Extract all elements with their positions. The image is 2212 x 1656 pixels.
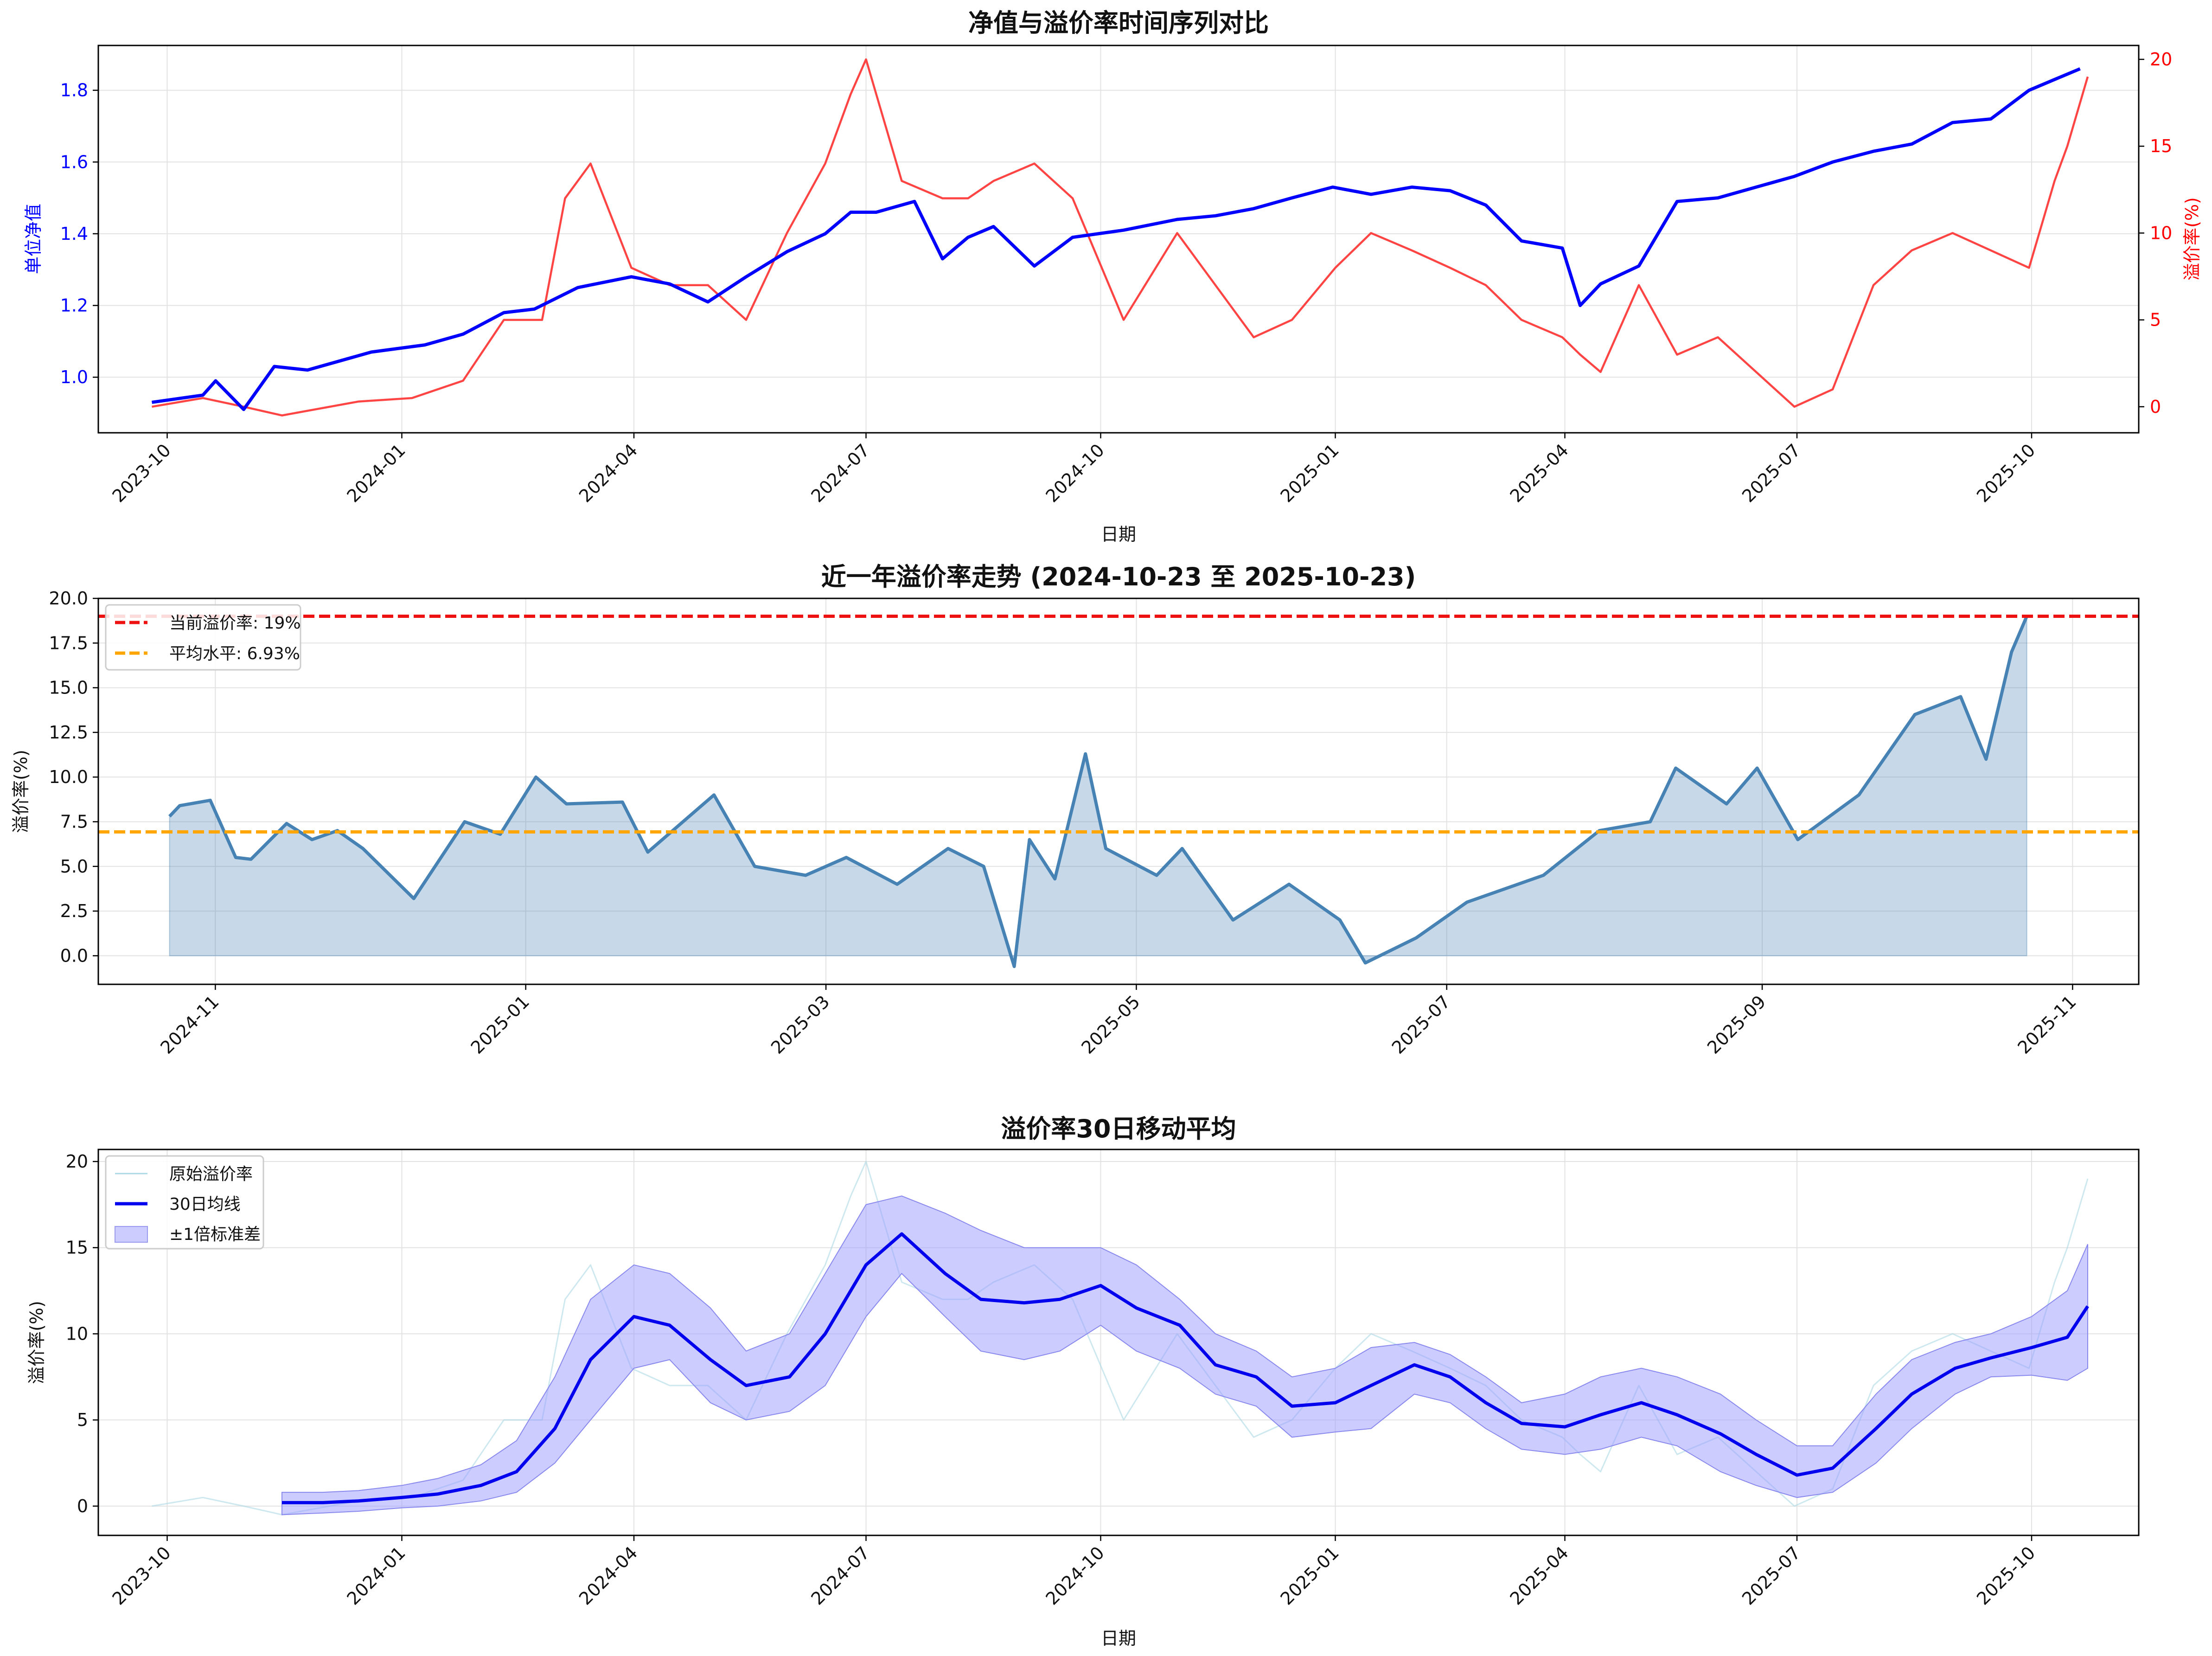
legend: 原始溢价率 30日均线 ±1倍标准差 <box>105 1155 264 1250</box>
y-axis-label: 溢价率(%) <box>11 750 31 833</box>
y-tick-label: 0.0 <box>60 945 88 966</box>
y-axis-right: 0 5 10 15 20 <box>2139 49 2172 417</box>
x-tick-label: 2025-01 <box>467 991 533 1058</box>
x-tick-label: 2024-04 <box>575 440 641 506</box>
y-axis-label-left: 单位净值 <box>23 204 44 274</box>
y-axis-label: 溢价率(%) <box>26 1301 47 1384</box>
x-tick-label: 2025-01 <box>1276 1542 1343 1609</box>
chart-title: 净值与溢价率时间序列对比 <box>968 8 1269 38</box>
x-tick-label: 2025-04 <box>1506 1542 1572 1609</box>
moving-average-line <box>282 1232 2089 1504</box>
x-tick-label: 2025-05 <box>1077 991 1144 1058</box>
nav-line <box>152 67 2081 411</box>
x-tick-label: 2024-10 <box>1042 440 1108 506</box>
legend-swatch-band <box>115 1226 148 1243</box>
y-tick-label: 5.0 <box>60 856 88 877</box>
y-tick-label-right: 10 <box>2150 223 2172 243</box>
y-tick-label: 5 <box>77 1410 88 1430</box>
x-tick-label: 2025-11 <box>2014 991 2080 1058</box>
x-tick-label: 2025-07 <box>1388 991 1454 1058</box>
y-tick-label: 10.0 <box>49 767 88 787</box>
std-band <box>281 1195 2088 1515</box>
y-tick-label: 15 <box>66 1238 88 1258</box>
y-tick-label: 15.0 <box>49 678 88 698</box>
y-tick-label: 7.5 <box>60 811 88 832</box>
x-axis: 2023-10 2024-01 2024-04 2024-07 2024-10 2025-… <box>108 433 2039 507</box>
x-tick-label: 2025-09 <box>1703 991 1770 1058</box>
x-tick-label: 2025-07 <box>1738 1542 1804 1609</box>
x-tick-label: 2025-10 <box>1973 1542 2039 1609</box>
premium-line <box>168 616 2028 968</box>
y-axis-label-right: 溢价率(%) <box>2182 197 2202 281</box>
y-tick-label: 20 <box>66 1151 88 1172</box>
x-tick-label: 2025-01 <box>1276 440 1343 506</box>
premium-rate-line <box>152 58 2089 417</box>
x-tick-label: 2023-10 <box>108 1542 174 1609</box>
chart-title: 近一年溢价率走势 (2024-10-23 至 2025-10-23) <box>821 562 1416 591</box>
x-tick-label: 2024-07 <box>807 440 873 506</box>
plot-area <box>98 615 2139 968</box>
legend-box <box>105 604 301 671</box>
y-tick-label: 1.2 <box>60 295 88 316</box>
y-tick-label: 2.5 <box>60 901 88 921</box>
legend-label-band: ±1倍标准差 <box>169 1225 261 1244</box>
x-tick-label: 2025-10 <box>1973 440 2039 506</box>
y-tick-label-right: 15 <box>2150 136 2172 156</box>
grid <box>98 45 2139 433</box>
y-axis-left: 1.0 1.2 1.4 1.6 1.8 <box>60 80 98 387</box>
x-tick-label: 2025-04 <box>1506 440 1572 506</box>
x-tick-label: 2024-07 <box>807 1542 873 1609</box>
legend-label-raw: 原始溢价率 <box>169 1165 253 1184</box>
y-tick-label: 1.8 <box>60 80 88 101</box>
legend-label-current: 当前溢价率: 19% <box>169 614 301 633</box>
plot-area <box>152 1161 2089 1515</box>
legend-label-ma: 30日均线 <box>169 1195 241 1214</box>
legend-box <box>105 1155 264 1250</box>
y-tick-label: 10 <box>66 1323 88 1344</box>
panel-nav-vs-premium: 净值与溢价率时间序列对比 2023-10 2024-01 2024-04 2024-0… <box>23 8 2202 545</box>
y-tick-label: 20.0 <box>49 588 88 609</box>
x-axis-label: 日期 <box>1101 1628 1136 1649</box>
chart-title: 溢价率30日移动平均 <box>1001 1114 1236 1143</box>
y-tick-label: 0 <box>77 1496 88 1516</box>
y-tick-label-right: 5 <box>2150 310 2161 330</box>
axes-frame <box>97 45 2140 434</box>
x-tick-label: 2024-04 <box>575 1542 641 1609</box>
axes-frame <box>97 1149 2140 1536</box>
y-tick-label: 1.6 <box>60 152 88 172</box>
plot-area <box>152 58 2089 417</box>
axes-frame <box>97 597 2140 985</box>
y-axis: 0 5 10 15 20 <box>66 1151 98 1516</box>
panel-premium-last-year: 近一年溢价率走势 (2024-10-23 至 2025-10-23) 2024-… <box>11 562 2140 1058</box>
x-tick-label: 2024-01 <box>343 440 409 506</box>
x-tick-label: 2023-10 <box>108 440 174 506</box>
legend-label-average: 平均水平: 6.93% <box>169 644 300 663</box>
x-tick-label: 2025-03 <box>767 991 833 1058</box>
x-axis-label: 日期 <box>1101 524 1136 545</box>
x-axis: 2024-11 2025-01 2025-03 2025-05 2025-07 2025-… <box>156 984 2080 1058</box>
y-tick-label: 1.4 <box>60 224 88 244</box>
y-tick-label-right: 20 <box>2150 49 2172 70</box>
panel-premium-moving-average: 溢价率30日移动平均 2023-10 2024-01 2024-04 2024-07 2… <box>26 1114 2140 1649</box>
legend: 当前溢价率: 19% 平均水平: 6.93% <box>105 604 301 671</box>
premium-area <box>169 616 2027 967</box>
y-tick-label: 12.5 <box>49 722 88 743</box>
x-axis: 2023-10 2024-01 2024-04 2024-07 2024-10 2025-… <box>108 1535 2039 1609</box>
y-axis: 0.0 2.5 5.0 7.5 10.0 12.5 15.0 17.5 20.0 <box>49 588 98 966</box>
y-tick-label: 1.0 <box>60 367 88 387</box>
y-tick-label: 17.5 <box>49 633 88 653</box>
x-tick-label: 2024-10 <box>1042 1542 1108 1609</box>
x-tick-label: 2024-01 <box>343 1542 409 1609</box>
x-tick-label: 2025-07 <box>1738 440 1804 506</box>
x-tick-label: 2024-11 <box>156 991 223 1058</box>
y-tick-label-right: 0 <box>2150 397 2161 417</box>
